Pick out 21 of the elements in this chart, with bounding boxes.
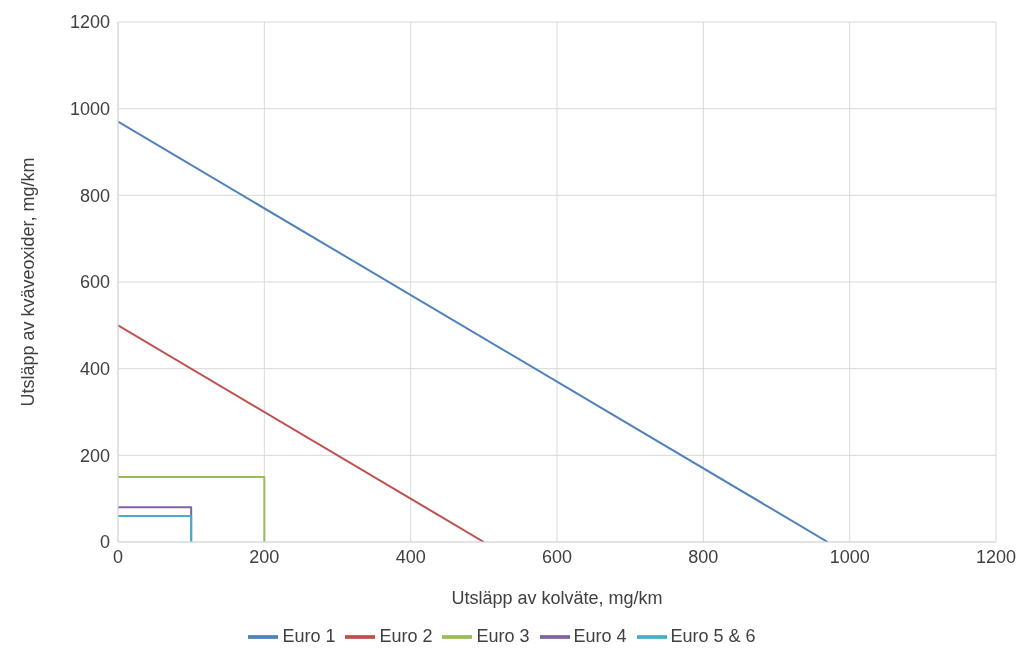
y-tick-label: 200 [79, 445, 110, 466]
legend-label: Euro 4 [573, 625, 627, 646]
x-tick-label: 200 [249, 546, 280, 567]
x-tick-label: 0 [112, 546, 124, 567]
x-tick-label: 400 [395, 546, 426, 567]
x-axis-title: Utsläpp av kolväte, mg/km [451, 588, 663, 608]
y-tick-label: 1000 [69, 99, 110, 120]
y-axis-title: Utsläpp av kväveoxider, mg/km [18, 157, 39, 407]
x-tick-label: 1000 [829, 546, 870, 567]
y-tick-label: 600 [79, 272, 110, 293]
x-tick-label: 1200 [975, 546, 1017, 567]
y-tick-label: 400 [79, 359, 110, 380]
legend-label: Euro 3 [476, 625, 530, 646]
x-tick-label: 600 [541, 546, 573, 567]
y-tick-label: 800 [79, 185, 110, 206]
legend-label: Euro 1 [282, 625, 336, 646]
legend-label: Euro 2 [379, 625, 433, 646]
x-tick-label: 800 [688, 546, 719, 567]
y-tick-label: 1200 [69, 12, 110, 33]
legend-label: Euro 5 & 6 [670, 625, 756, 646]
y-tick-label: 0 [99, 532, 110, 553]
